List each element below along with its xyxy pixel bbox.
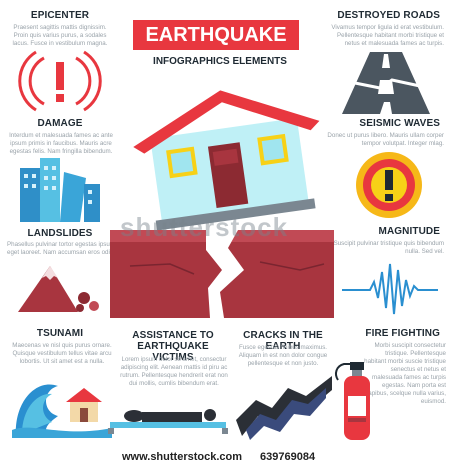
page-title: EARTHQUAKE [145, 24, 287, 46]
footer-site: www.shutterstock.com [122, 451, 243, 463]
magnitude-text: Suscipit pulvinar tristique quis bibendu… [333, 240, 444, 255]
landslides-heading: LANDSLIDES [27, 228, 93, 239]
stretcher-icon [108, 409, 228, 434]
footer-bar: www.shutterstock.com 639769084 [0, 448, 450, 470]
epicenter-text: Praesent sagittis mattis dignissim. Proi… [12, 24, 108, 47]
tsunami-text: Maecenas ve nisl quis purus ornare. Quis… [12, 342, 112, 365]
broken-road-icon [342, 52, 430, 114]
epicenter-icon [18, 50, 102, 112]
damage-text: Interdum et malesuada fames ac ante ipsu… [9, 132, 113, 155]
footer-image-id: 639769084 [260, 451, 316, 463]
alert-target-icon [356, 152, 422, 218]
mountain-icon [18, 266, 99, 312]
assistance-heading: ASSISTANCE TO EARTHQUAKE VICTIMS [132, 330, 214, 363]
destroyed-roads-heading: DESTROYED ROADS [337, 10, 440, 21]
epicenter-heading: EPICENTER [30, 10, 90, 21]
fire-fighting-heading: FIRE FIGHTING [365, 328, 440, 339]
seismograph-wave-icon [342, 263, 438, 315]
cracks-heading: CRACKS IN THE EARTH [243, 330, 323, 352]
damage-heading: DAMAGE [37, 118, 83, 129]
tsunami-icon [12, 384, 112, 438]
cracks-text: Fusce egestas finibus maximus. Aliquam i… [238, 344, 328, 367]
seismic-waves-heading: SEISMIC WAVES [359, 118, 440, 129]
watermark: shutterstock [120, 212, 289, 242]
destroyed-roads-text: Vivamus tempor ligula id erat vestibulum… [331, 24, 444, 47]
tilted-house-illustration [133, 90, 320, 230]
tsunami-heading: TSUNAMI [36, 328, 84, 339]
assistance-text: Lorem ipsum dolor sit amet, consectur ad… [120, 356, 228, 387]
fire-fighting-text: Morbi suscipit consectetur tristique. Pe… [364, 342, 446, 405]
landslides-text: Phasellus pulvinar tortor egestas ipsum … [7, 241, 115, 256]
damaged-buildings-icon [20, 158, 100, 222]
title-banner: EARTHQUAKE [133, 20, 299, 50]
page-subtitle: INFOGRAPHICS ELEMENTS [153, 56, 287, 67]
seismic-waves-text: Donec ut purus libero. Mauris ullam corp… [327, 132, 444, 147]
cracked-ground-illustration [110, 230, 334, 318]
magnitude-heading: MAGNITUDE [378, 226, 440, 237]
fire-extinguisher-icon [335, 362, 370, 440]
earth-crack-icon [236, 376, 332, 440]
